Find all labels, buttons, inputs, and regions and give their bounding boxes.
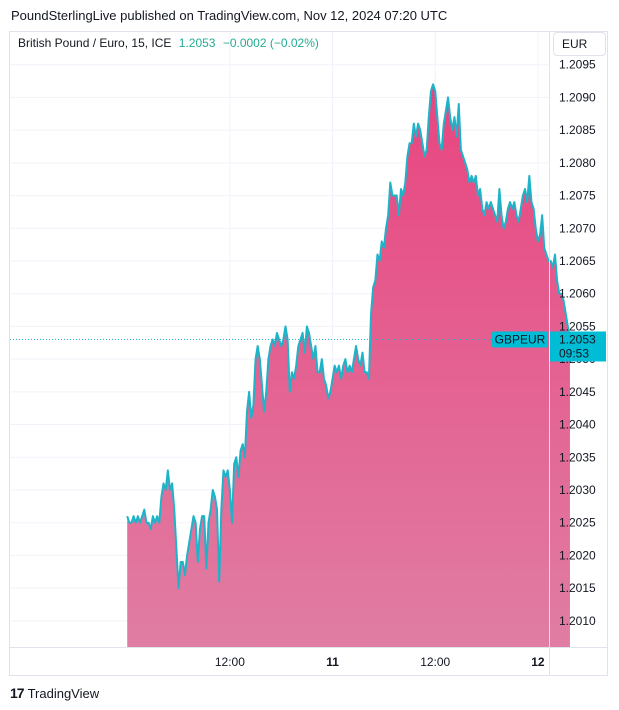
y-axis: 1.2010 1.2015 1.2020 1.2025 1.2030 1.2035 1.20… (549, 32, 596, 676)
y-tick-label: 1.2055 (559, 319, 596, 333)
y-tick-label: 1.2035 (559, 450, 596, 464)
y-tick-label: 1.2060 (559, 287, 596, 301)
legend-last-price: 1.2053 (178, 36, 216, 50)
y-tick-label: 1.2040 (559, 418, 596, 432)
y-tick-label: 1.2025 (559, 516, 596, 530)
y-tick-label: 1.2070 (559, 221, 596, 235)
chart-frame (9, 31, 608, 676)
publisher-line: PoundSterlingLive published on TradingVi… (11, 8, 448, 23)
tradingview-brand[interactable]: 17 TradingView (10, 685, 99, 701)
y-tick-label: 1.2045 (559, 385, 596, 399)
y-tick-label: 1.2085 (559, 123, 596, 137)
currency-selector[interactable]: EUR (553, 32, 606, 56)
legend-change: −0.0002 (−0.02%) (222, 36, 319, 50)
ticker-tag-bg (492, 331, 548, 348)
price-line (126, 83, 571, 590)
legend-symbol[interactable]: British Pound / Euro, 15, ICE (18, 36, 172, 50)
price-area (126, 83, 571, 648)
tradingview-logo-icon: 17 (10, 685, 25, 701)
y-tick-label: 1.2095 (559, 58, 596, 72)
y-tick-label: 1.2065 (559, 254, 596, 268)
y-tick-label: 1.2020 (559, 548, 596, 562)
x-tick-label: 11 (326, 655, 339, 669)
chart-legend: British Pound / Euro, 15, ICE 1.2053 −0.… (18, 36, 319, 50)
y-tick-label: 1.2090 (559, 90, 596, 104)
price-tag-value: 1.2053 (559, 333, 596, 347)
area-fill (127, 84, 570, 648)
ticker-tag-label: GBPEUR (495, 333, 546, 347)
price-tag-countdown: 09:53 (559, 347, 589, 361)
y-tick-label: 1.2015 (559, 581, 596, 595)
brand-label: TradingView (27, 685, 100, 701)
y-tick-label: 1.2030 (559, 483, 596, 497)
y-tick-label: 1.2075 (559, 189, 596, 203)
x-tick-label: 12:00 (420, 655, 450, 669)
price-tag-bg (550, 331, 606, 362)
y-tick-label: 1.2080 (559, 156, 596, 170)
y-tick-label: 1.2010 (559, 614, 596, 628)
x-tick-label: 12:00 (215, 655, 245, 669)
x-tick-label: 12 (531, 655, 545, 669)
